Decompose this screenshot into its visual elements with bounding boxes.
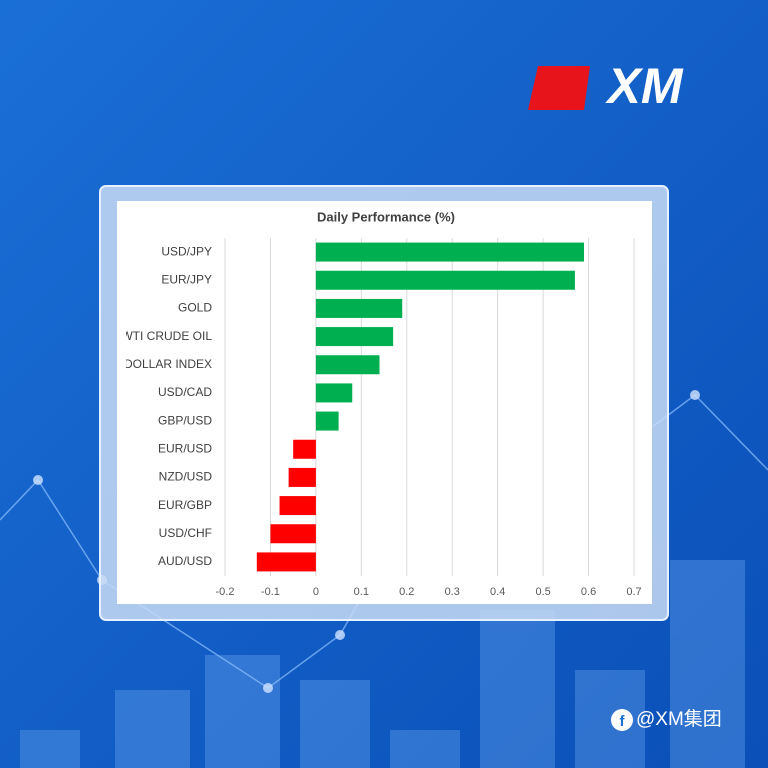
bar — [315, 383, 353, 403]
bar — [256, 552, 316, 572]
bar — [315, 298, 403, 318]
watermark-text: @XM集团 — [636, 708, 722, 730]
bar — [315, 270, 575, 290]
bar — [315, 355, 380, 375]
category-label: AUD/USD — [158, 554, 212, 568]
chart-title: Daily Performance (%) — [317, 209, 455, 224]
x-tick-label: -0.1 — [261, 586, 280, 598]
category-label: WTI CRUDE OIL — [121, 329, 212, 343]
decor-bars — [20, 560, 745, 768]
category-label: EUR/USD — [158, 441, 212, 455]
category-label: DOLLAR INDEX — [124, 357, 212, 371]
chart-area — [117, 201, 652, 604]
plot: -0.2 -0.1 0 0.1 0.2 0.3 0.4 0.5 0.6 0.7 USD/JPY EUR… — [121, 238, 642, 598]
category-label: EUR/GBP — [158, 498, 212, 512]
x-tick-label: 0.5 — [535, 586, 550, 598]
bar — [315, 242, 585, 262]
x-tick-label: 0.7 — [626, 586, 641, 598]
category-label: USD/CAD — [158, 385, 212, 399]
category-label: GOLD — [178, 301, 212, 315]
category-label: GBP/USD — [158, 413, 212, 427]
category-label: EUR/JPY — [161, 272, 212, 286]
bar — [279, 496, 316, 516]
category-label: USD/CHF — [159, 526, 212, 540]
bar — [288, 467, 316, 487]
bar — [315, 327, 394, 347]
svg-text:f: f — [620, 713, 626, 730]
bar — [270, 524, 316, 544]
x-tick-label: 0 — [313, 586, 319, 598]
x-tick-label: 0.1 — [354, 586, 369, 598]
x-tick-label: -0.2 — [216, 586, 235, 598]
category-label: USD/JPY — [161, 244, 212, 258]
bar — [293, 439, 316, 459]
x-tick-label: 0.6 — [581, 586, 596, 598]
logo: XM — [528, 58, 684, 114]
bar — [315, 411, 339, 431]
logo-text: XM — [605, 58, 684, 114]
x-tick-label: 0.4 — [490, 586, 505, 598]
x-tick-label: 0.3 — [445, 586, 460, 598]
watermark: f @XM集团 — [611, 708, 722, 731]
x-tick-label: 0.2 — [399, 586, 414, 598]
category-label: NZD/USD — [159, 470, 213, 484]
